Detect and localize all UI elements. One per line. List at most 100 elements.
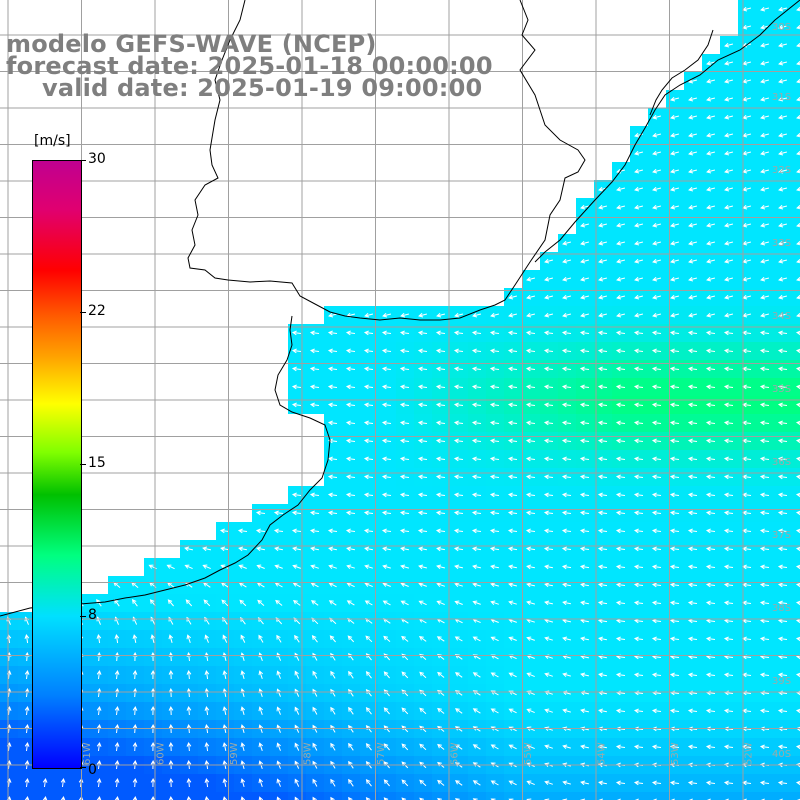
lat-label: 38S bbox=[772, 603, 791, 614]
wind-arrow bbox=[669, 582, 680, 588]
ocean-cell bbox=[54, 792, 72, 800]
ocean-cell bbox=[594, 792, 612, 800]
wind-arrow bbox=[615, 384, 626, 390]
wind-arrow bbox=[777, 438, 788, 444]
wind-arrow bbox=[597, 420, 608, 426]
wind-arrow bbox=[652, 168, 662, 174]
colorbar-tick-label: 22 bbox=[88, 303, 106, 319]
wind-arrow bbox=[579, 438, 590, 444]
wind-arrow bbox=[399, 384, 410, 390]
wind-arrow bbox=[723, 510, 734, 516]
wind-arrow bbox=[670, 150, 680, 156]
wind-arrow bbox=[777, 456, 788, 462]
wind-arrow bbox=[778, 204, 788, 210]
wind-arrow bbox=[633, 330, 644, 336]
lagoon-patos bbox=[649, 29, 714, 116]
wind-arrow bbox=[633, 402, 644, 408]
ocean-cell bbox=[288, 792, 306, 800]
wind-arrow bbox=[419, 797, 425, 800]
colorbar-unit: [m/s] bbox=[34, 133, 71, 149]
wind-arrow bbox=[777, 744, 788, 750]
wind-arrow bbox=[561, 420, 572, 426]
wind-arrow bbox=[634, 222, 644, 228]
wind-arrow bbox=[132, 705, 138, 716]
ocean-cell bbox=[792, 540, 800, 558]
wind-arrow bbox=[777, 600, 788, 606]
wind-arrow bbox=[544, 780, 553, 785]
wind-arrow bbox=[184, 564, 193, 570]
wind-arrow bbox=[382, 582, 391, 587]
wind-arrow bbox=[435, 384, 446, 390]
wind-arrow bbox=[454, 744, 463, 750]
wind-arrow bbox=[759, 672, 770, 678]
wind-arrow bbox=[294, 796, 299, 800]
wind-arrow bbox=[652, 186, 662, 192]
wind-arrow bbox=[615, 456, 626, 462]
wind-arrow bbox=[507, 492, 518, 498]
wind-arrow bbox=[561, 492, 572, 498]
wind-arrow bbox=[778, 294, 788, 300]
wind-arrow bbox=[777, 564, 788, 570]
wind-arrow bbox=[651, 582, 662, 588]
ocean-cell bbox=[792, 630, 800, 648]
ocean-cell bbox=[126, 792, 144, 800]
wind-arrow bbox=[327, 402, 338, 408]
wind-arrow bbox=[651, 636, 662, 642]
ocean-cell bbox=[792, 18, 800, 36]
wind-arrow bbox=[435, 528, 446, 534]
wind-arrow bbox=[185, 599, 193, 607]
wind-arrow bbox=[526, 564, 535, 570]
wind-arrow bbox=[276, 634, 282, 643]
wind-arrow bbox=[525, 528, 536, 534]
wind-arrow bbox=[330, 742, 336, 751]
wind-arrow bbox=[706, 240, 716, 246]
wind-arrow bbox=[651, 744, 662, 750]
wind-arrow bbox=[760, 294, 770, 300]
colorbar-tick-mark bbox=[80, 464, 86, 465]
wind-arrow bbox=[435, 420, 446, 426]
ocean-cell bbox=[36, 792, 54, 800]
ocean-cell bbox=[774, 792, 792, 800]
ocean-cell bbox=[792, 252, 800, 270]
wind-arrow bbox=[365, 653, 372, 661]
wind-arrow bbox=[778, 186, 788, 192]
wind-arrow bbox=[526, 780, 535, 786]
wind-arrow bbox=[597, 402, 608, 408]
wind-arrow bbox=[688, 132, 698, 138]
wind-arrow bbox=[777, 708, 788, 714]
wind-arrow bbox=[688, 186, 698, 192]
wind-arrow bbox=[669, 420, 680, 426]
wind-arrow bbox=[472, 564, 482, 570]
wind-arrow bbox=[310, 582, 319, 588]
wind-arrow bbox=[652, 258, 662, 264]
wind-arrow bbox=[472, 672, 481, 678]
wind-arrow bbox=[454, 636, 463, 642]
wind-arrow bbox=[381, 456, 392, 462]
wind-arrow bbox=[417, 402, 428, 408]
wind-arrow bbox=[327, 366, 338, 372]
wind-arrow bbox=[579, 474, 590, 480]
wind-arrow bbox=[525, 402, 536, 408]
wind-arrow bbox=[543, 366, 554, 372]
ocean-cell bbox=[792, 126, 800, 144]
wind-arrow bbox=[760, 222, 770, 228]
wind-arrow bbox=[114, 741, 120, 752]
wind-arrow bbox=[633, 582, 644, 588]
wind-arrow bbox=[723, 492, 734, 498]
wind-arrow bbox=[471, 420, 482, 426]
wind-arrow bbox=[167, 599, 174, 607]
wind-arrow bbox=[526, 744, 535, 750]
wind-arrow bbox=[401, 689, 409, 697]
wind-arrow bbox=[365, 742, 372, 751]
wind-arrow bbox=[401, 707, 409, 715]
wind-arrow bbox=[471, 492, 482, 498]
wind-arrow bbox=[597, 582, 608, 588]
ocean-cell bbox=[558, 792, 576, 800]
wind-arrow bbox=[202, 564, 211, 570]
wind-arrow bbox=[669, 708, 680, 714]
wind-arrow bbox=[507, 510, 518, 516]
wind-arrow bbox=[669, 780, 680, 786]
wind-arrow bbox=[723, 348, 734, 354]
wind-arrow bbox=[651, 528, 662, 534]
